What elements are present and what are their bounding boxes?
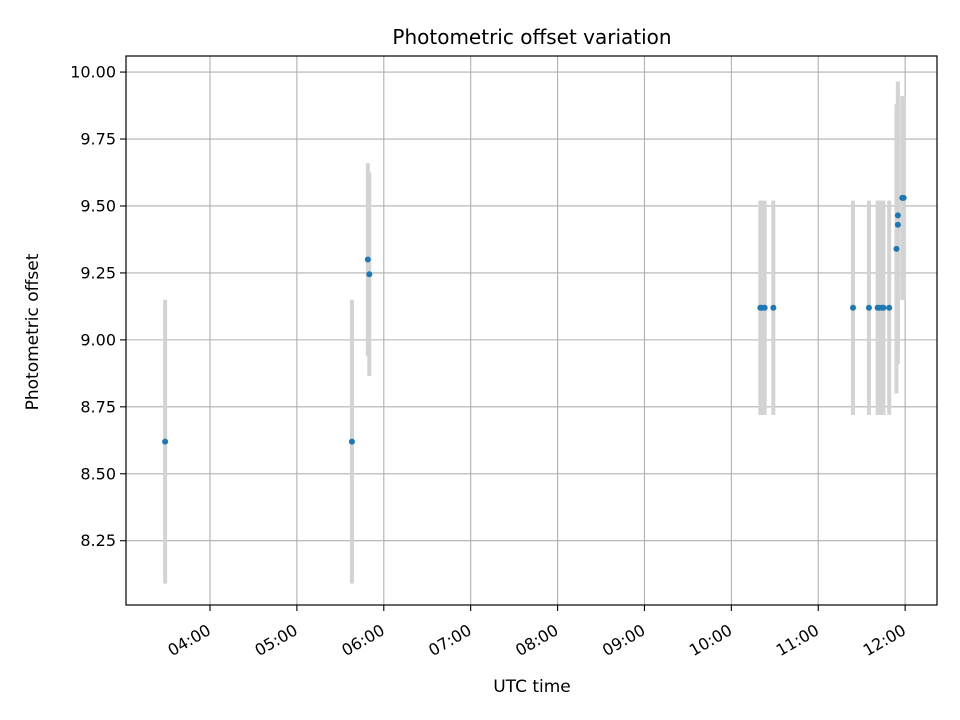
data-point [865, 304, 872, 311]
x-axis-ticks: 04:00 05:00 06:00 07:00 08:00 09:00 10:00 11:00… [165, 605, 909, 660]
y-axis-label: Photometric offset [23, 253, 43, 410]
y-tick-label: 9.25 [80, 263, 116, 282]
x-tick-label: 04:00 [165, 620, 214, 660]
y-tick-label: 8.50 [80, 464, 116, 483]
x-tick-label: 11:00 [773, 620, 822, 660]
x-tick-label: 09:00 [599, 620, 648, 660]
x-tick-label: 06:00 [338, 620, 387, 660]
point-layer [162, 194, 907, 445]
data-point [886, 304, 893, 311]
y-tick-label: 9.50 [80, 196, 116, 215]
data-point [880, 304, 887, 311]
y-tick-label: 8.75 [80, 397, 116, 416]
y-tick-label: 8.25 [80, 531, 116, 550]
data-point [894, 212, 901, 219]
data-point [850, 304, 857, 311]
x-axis-label: UTC time [493, 677, 571, 697]
grid-layer [126, 56, 937, 605]
data-point [900, 194, 907, 201]
x-tick-label: 07:00 [425, 620, 474, 660]
x-tick-label: 05:00 [251, 620, 300, 660]
chart-title: Photometric offset variation [392, 25, 671, 49]
x-tick-label: 12:00 [860, 620, 909, 660]
data-point [348, 438, 355, 445]
y-tick-label: 10.00 [70, 63, 116, 82]
x-tick-label: 08:00 [512, 620, 561, 660]
x-tick-label: 10:00 [686, 620, 735, 660]
data-point [770, 304, 777, 311]
data-point [364, 256, 371, 263]
data-point [366, 271, 373, 278]
data-point [162, 438, 169, 445]
data-point [893, 245, 900, 252]
data-point [894, 221, 901, 228]
errorbar-layer [163, 81, 906, 584]
data-point [761, 304, 768, 311]
y-axis-ticks: 8.25 8.50 8.75 9.00 9.25 9.50 9.75 10.00 [70, 63, 126, 550]
y-tick-label: 9.00 [80, 330, 116, 349]
y-tick-label: 9.75 [80, 130, 116, 149]
plot-frame [125, 55, 938, 606]
